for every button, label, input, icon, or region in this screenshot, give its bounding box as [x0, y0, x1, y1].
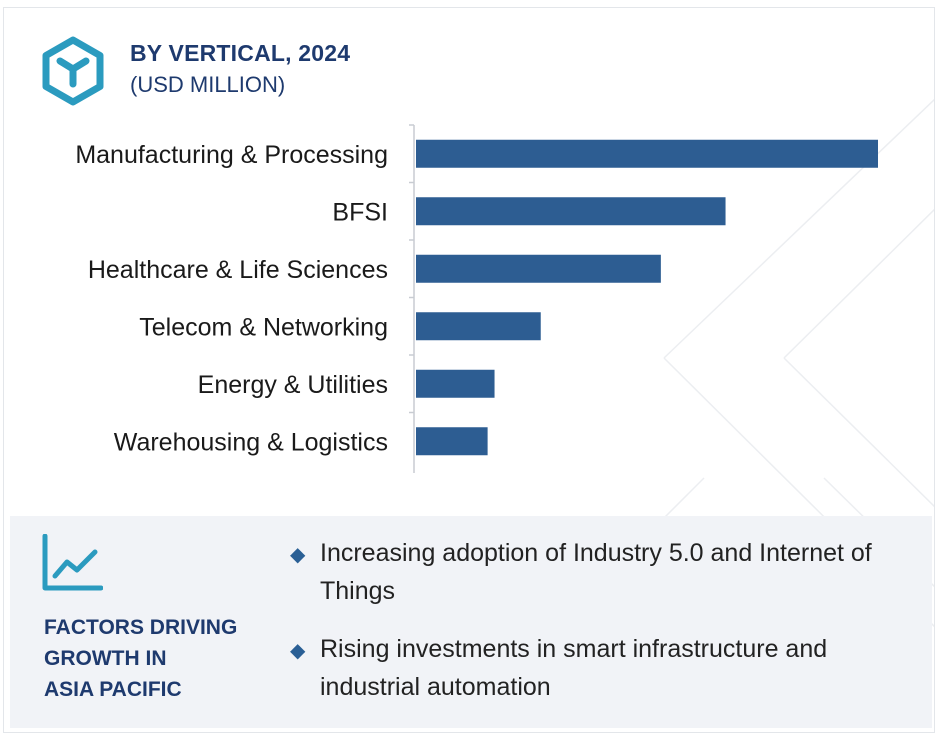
bar	[416, 197, 726, 226]
factors-title-line: FACTORS DRIVING	[44, 616, 238, 639]
bar	[416, 427, 488, 456]
factor-text: Rising investments in smart infrastructu…	[320, 635, 828, 701]
bar	[416, 139, 878, 168]
bar-chart: Manufacturing & Processing BFSI Healthcare…	[75, 124, 878, 473]
factors-title: FACTORS DRIVING GROWTH IN ASIA PACIFIC	[44, 612, 284, 705]
factor-item: ◆ Increasing adoption of Industry 5.0 an…	[290, 534, 930, 610]
growth-factors-panel: FACTORS DRIVING GROWTH IN ASIA PACIFIC ◆…	[10, 516, 932, 728]
factors-title-line: GROWTH IN	[44, 647, 167, 670]
cube-logo-icon	[42, 36, 104, 106]
category-label: Telecom & Networking	[139, 313, 388, 341]
diamond-icon: ◆	[290, 640, 306, 662]
chart-subtitle: (USD MILLION)	[130, 72, 286, 97]
category-label: Healthcare & Life Sciences	[88, 256, 388, 284]
bar	[416, 312, 541, 341]
line-chart-icon	[42, 534, 103, 591]
category-label: BFSI	[332, 198, 388, 226]
factors-title-line: ASIA PACIFIC	[44, 678, 182, 701]
bar	[416, 369, 495, 398]
category-label: Energy & Utilities	[198, 371, 388, 399]
bar	[416, 254, 661, 283]
factor-text: Increasing adoption of Industry 5.0 and …	[320, 539, 872, 605]
factors-list: ◆ Increasing adoption of Industry 5.0 an…	[290, 534, 930, 726]
category-label: Warehousing & Logistics	[114, 428, 388, 456]
infographic-card: BY VERTICAL, 2024 (USD MILLION) Manufact…	[3, 7, 935, 733]
chart-title: BY VERTICAL, 2024	[130, 40, 351, 66]
category-label: Manufacturing & Processing	[75, 141, 388, 169]
diamond-icon: ◆	[290, 544, 306, 566]
factor-item: ◆ Rising investments in smart infrastruc…	[290, 630, 930, 706]
